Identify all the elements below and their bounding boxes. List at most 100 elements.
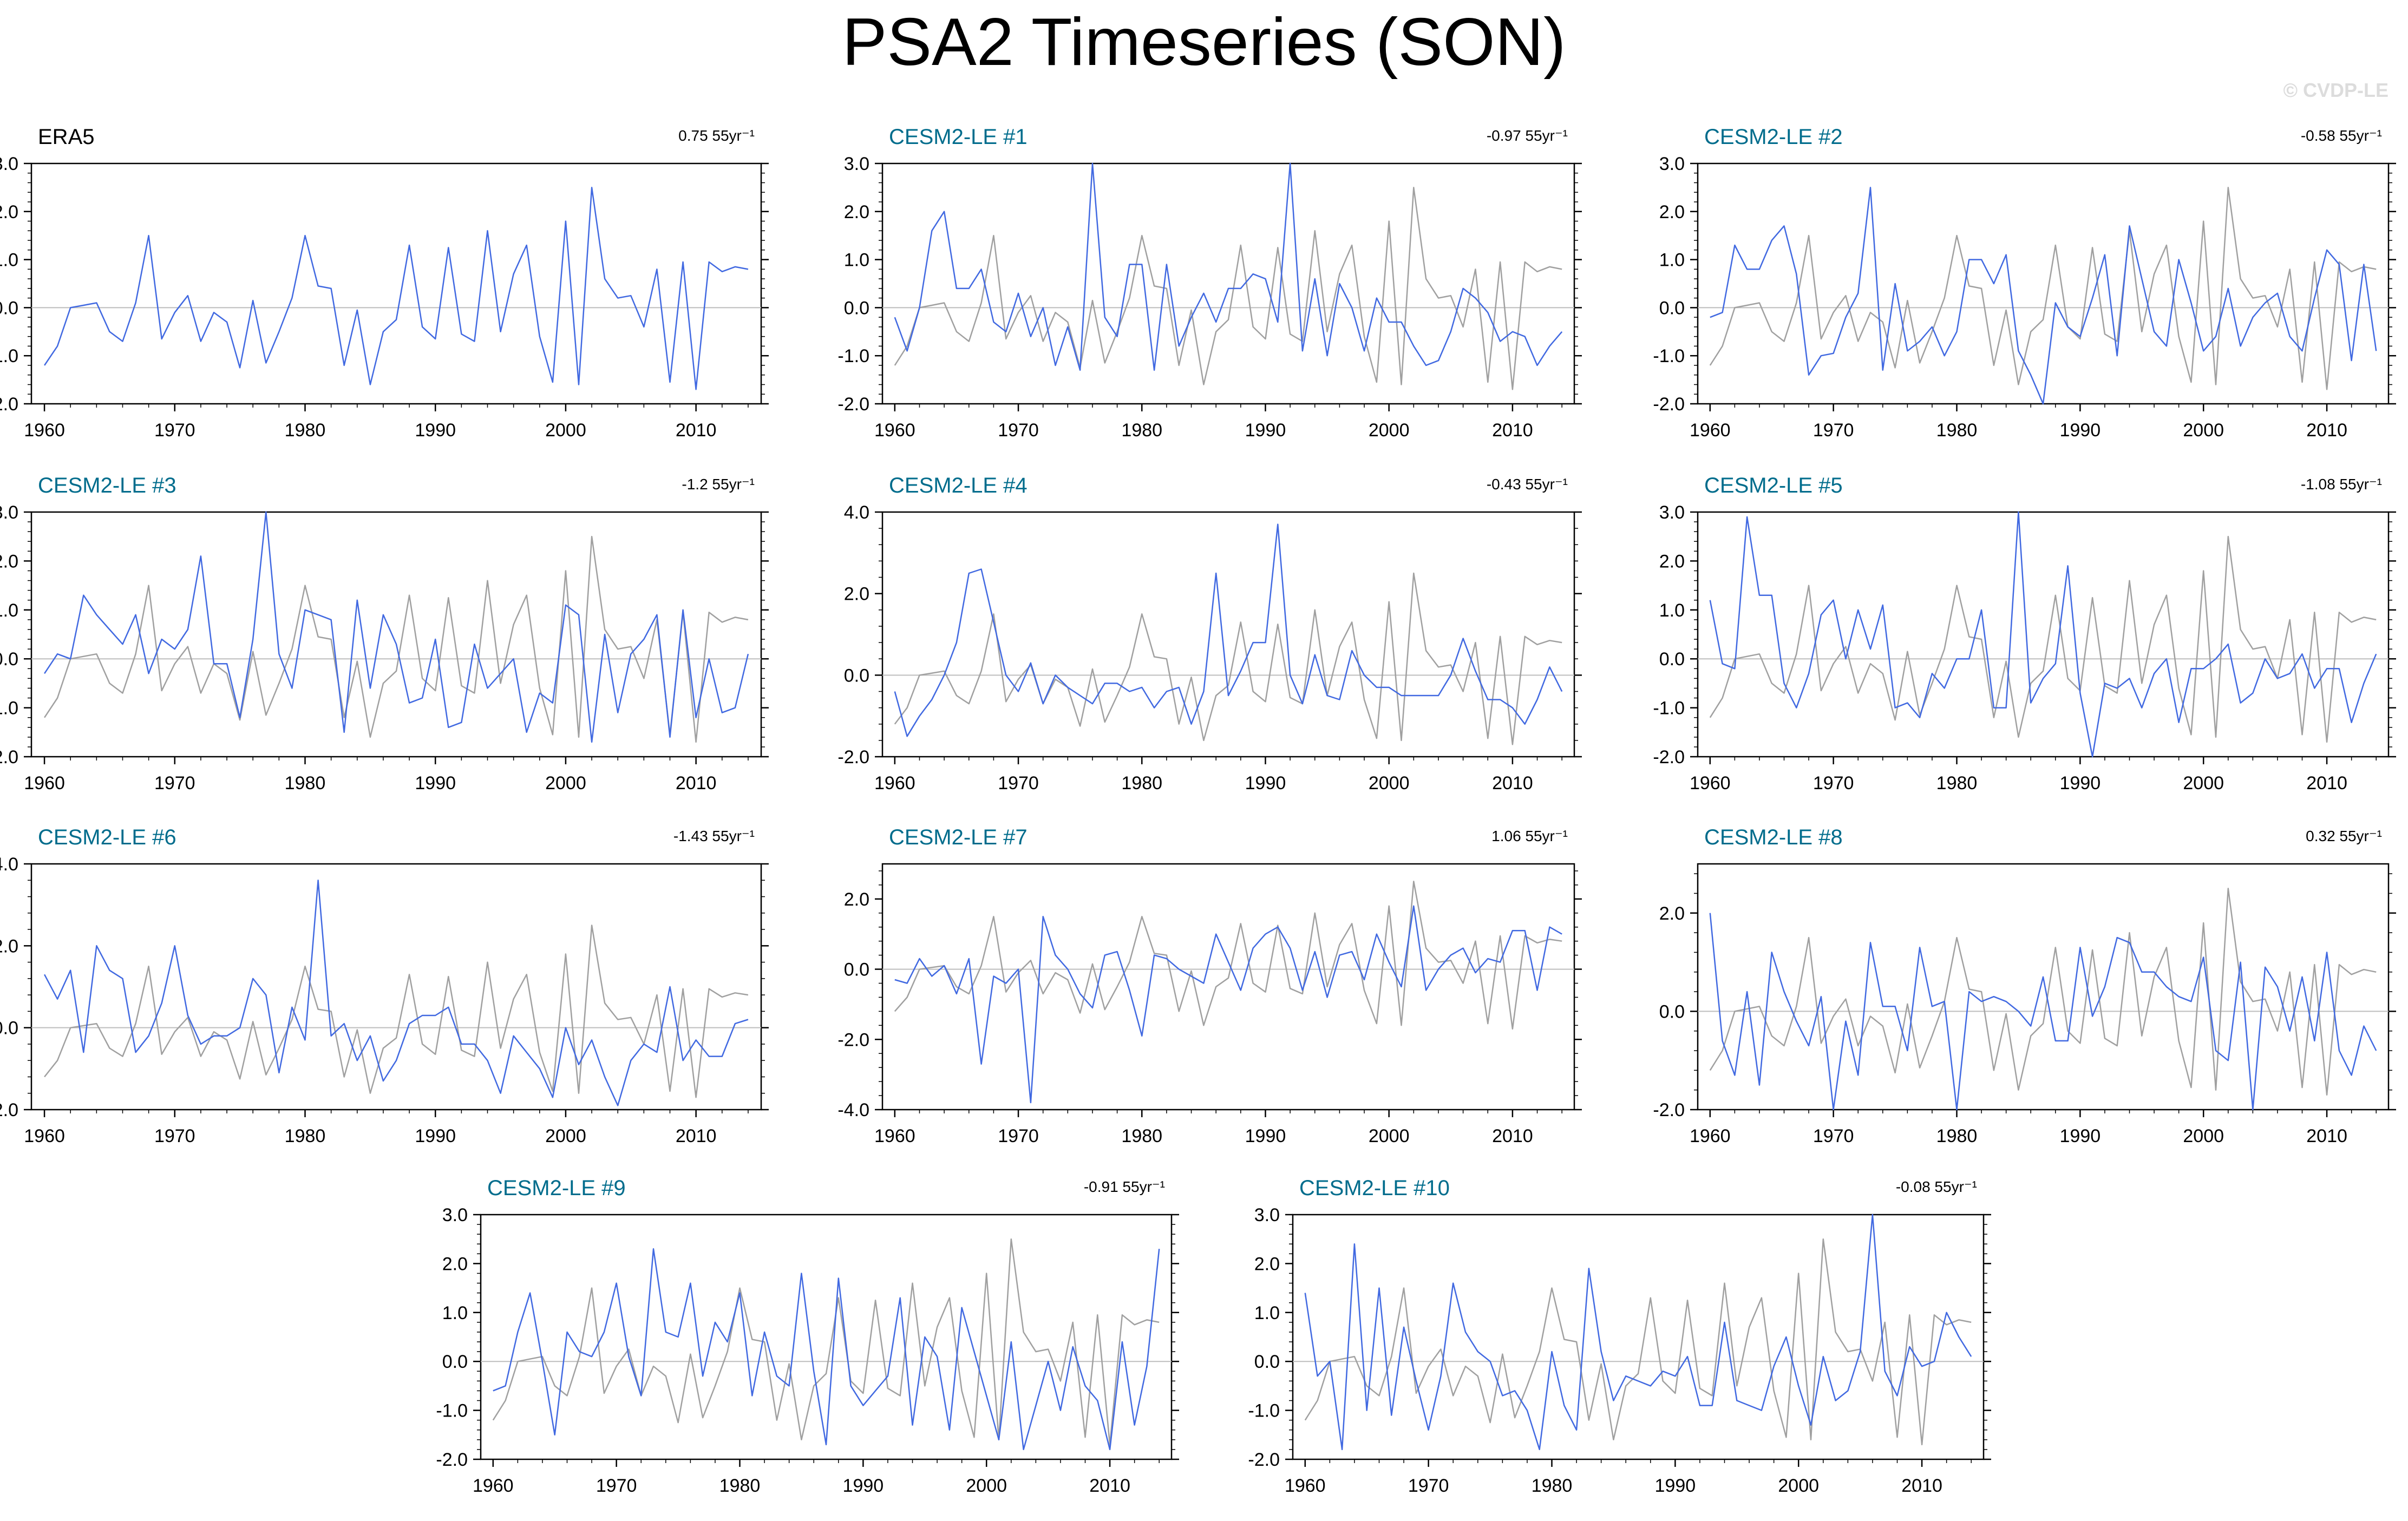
chart-panel-member-8: CESM2-LE #8 0.32 55yr⁻¹ -2.0 0.0 2.0 1960 1970… xyxy=(1653,825,2396,1146)
series-line-era5-reference xyxy=(1304,1238,1972,1446)
x-tick-label: 1970 xyxy=(998,1126,1039,1146)
x-tick-label: 1980 xyxy=(1121,773,1162,794)
y-tick-label: 2.0 xyxy=(844,584,869,605)
x-tick-label: 1980 xyxy=(1936,773,1978,794)
series-line-era5-reference xyxy=(492,1238,1160,1446)
panel-title: ERA5 xyxy=(38,125,95,149)
panel-title: CESM2-LE #10 xyxy=(1299,1176,1450,1200)
x-tick-label: 2010 xyxy=(2306,1126,2347,1146)
y-tick-label: 1.0 xyxy=(1659,600,1685,621)
series-line-member xyxy=(1304,1214,1972,1451)
series-line-era5-reference xyxy=(894,881,1562,1030)
y-tick-label: 3.0 xyxy=(1254,1205,1280,1225)
x-tick-label: 1980 xyxy=(1121,420,1162,441)
x-tick-label: 1980 xyxy=(1121,1126,1162,1146)
y-tick-label: 0.0 xyxy=(442,1352,468,1372)
y-tick-label: 1.0 xyxy=(0,250,18,271)
y-tick-label: -2.0 xyxy=(0,747,18,768)
chart-panel-member-2: CESM2-LE #2 -0.58 55yr⁻¹ -2.0 -1.0 0.0 1.0 2.0… xyxy=(1653,125,2396,441)
x-tick-label: 1960 xyxy=(24,773,65,794)
series-line-member xyxy=(894,523,1563,737)
y-tick-label: -1.0 xyxy=(0,346,18,366)
y-tick-label: 2.0 xyxy=(844,202,869,222)
x-tick-label: 2000 xyxy=(545,420,586,441)
x-tick-label: 2000 xyxy=(1369,420,1410,441)
y-tick-label: 0.0 xyxy=(0,649,18,670)
x-tick-label: 2000 xyxy=(2183,420,2224,441)
x-tick-label: 1960 xyxy=(24,1126,65,1146)
x-tick-label: 1960 xyxy=(1285,1476,1326,1496)
y-tick-label: 3.0 xyxy=(1659,502,1685,523)
y-tick-label: -1.0 xyxy=(436,1401,468,1421)
x-tick-label: 1970 xyxy=(154,1126,195,1146)
x-tick-label: 1970 xyxy=(1813,773,1854,794)
x-tick-label: 1990 xyxy=(843,1476,884,1496)
series-line-era5-reference xyxy=(44,535,749,743)
x-tick-label: 2010 xyxy=(1492,1126,1533,1146)
series-line-member xyxy=(43,880,749,1106)
y-tick-label: -2.0 xyxy=(1248,1450,1280,1470)
trend-label: 0.75 55yr⁻¹ xyxy=(678,127,755,144)
x-tick-label: 2010 xyxy=(1492,420,1533,441)
y-tick-label: 0.0 xyxy=(0,1018,18,1039)
y-tick-label: 0.0 xyxy=(1659,1001,1685,1022)
panel-title: CESM2-LE #2 xyxy=(1704,125,1843,149)
panel-title: CESM2-LE #9 xyxy=(487,1176,626,1200)
x-tick-label: 2000 xyxy=(545,1126,586,1146)
x-tick-label: 2010 xyxy=(1492,773,1533,794)
y-tick-label: -1.0 xyxy=(1653,346,1685,366)
x-tick-label: 1960 xyxy=(874,773,915,794)
y-tick-label: -1.0 xyxy=(1248,1401,1280,1421)
trend-label: -0.58 55yr⁻¹ xyxy=(2301,127,2382,144)
x-tick-label: 1990 xyxy=(415,773,456,794)
trend-label: -0.08 55yr⁻¹ xyxy=(1896,1178,1977,1195)
x-tick-label: 1970 xyxy=(998,420,1039,441)
series-line-member xyxy=(894,905,1562,1104)
x-tick-label: 1990 xyxy=(415,420,456,441)
panel-title: CESM2-LE #6 xyxy=(38,825,176,849)
x-tick-label: 1970 xyxy=(154,773,195,794)
x-tick-label: 1990 xyxy=(2060,1126,2101,1146)
panel-title: CESM2-LE #4 xyxy=(889,474,1028,497)
trend-label: -1.08 55yr⁻¹ xyxy=(2301,476,2382,493)
x-tick-label: 2010 xyxy=(676,773,717,794)
series-line-member xyxy=(1709,913,2377,1111)
y-tick-label: -2.0 xyxy=(0,1100,18,1120)
y-tick-label: 3.0 xyxy=(1659,154,1685,174)
plot-frame xyxy=(881,511,1575,758)
plot-frame xyxy=(881,162,1575,405)
chart-panel-member-4: CESM2-LE #4 -0.43 55yr⁻¹ -2.0 0.0 2.0 4.0 1960… xyxy=(837,474,1582,794)
y-tick-label: 1.0 xyxy=(0,600,18,621)
plot-frame xyxy=(480,1214,1173,1460)
x-tick-label: 2010 xyxy=(2306,773,2347,794)
y-tick-label: 2.0 xyxy=(1659,202,1685,222)
y-tick-label: -4.0 xyxy=(837,1100,869,1120)
y-tick-label: 0.0 xyxy=(1659,298,1685,318)
series-line-era5-reference xyxy=(894,187,1562,390)
chart-panel-member-6: CESM2-LE #6 -1.43 55yr⁻¹ -2.0 0.0 2.0 4.0 1960… xyxy=(0,825,769,1146)
x-tick-label: 1960 xyxy=(24,420,65,441)
y-tick-label: -1.0 xyxy=(0,698,18,719)
y-tick-label: 4.0 xyxy=(844,502,869,523)
panel-title: CESM2-LE #3 xyxy=(38,474,176,497)
series-line-era5-reference xyxy=(44,925,749,1098)
chart-panel-member-3: CESM2-LE #3 -1.2 55yr⁻¹ -2.0 -1.0 0.0 1.0 2.0 3… xyxy=(0,474,769,794)
x-tick-label: 1960 xyxy=(874,420,915,441)
trend-label: -1.43 55yr⁻¹ xyxy=(673,828,755,844)
x-tick-label: 1960 xyxy=(1690,420,1731,441)
chart-panel-member-10: CESM2-LE #10 -0.08 55yr⁻¹ -2.0 -1.0 0.0 1.0 2.… xyxy=(1248,1176,1991,1496)
chart-panel-member-9: CESM2-LE #9 -0.91 55yr⁻¹ -2.0 -1.0 0.0 1.0 2.0… xyxy=(436,1176,1179,1496)
y-tick-label: -2.0 xyxy=(1653,747,1685,768)
panel-title: CESM2-LE #7 xyxy=(889,825,1028,849)
y-tick-label: 0.0 xyxy=(844,298,869,318)
x-tick-label: 1980 xyxy=(1936,1126,1978,1146)
panel-title: CESM2-LE #8 xyxy=(1704,825,1843,849)
y-tick-label: -2.0 xyxy=(1653,1100,1685,1120)
y-tick-label: -1.0 xyxy=(837,346,869,366)
y-tick-label: 0.0 xyxy=(844,665,869,686)
series-line-era5-reference xyxy=(1709,187,2377,390)
trend-label: -0.97 55yr⁻¹ xyxy=(1487,127,1568,144)
y-tick-label: -2.0 xyxy=(837,1030,869,1050)
y-tick-label: 2.0 xyxy=(844,889,869,910)
